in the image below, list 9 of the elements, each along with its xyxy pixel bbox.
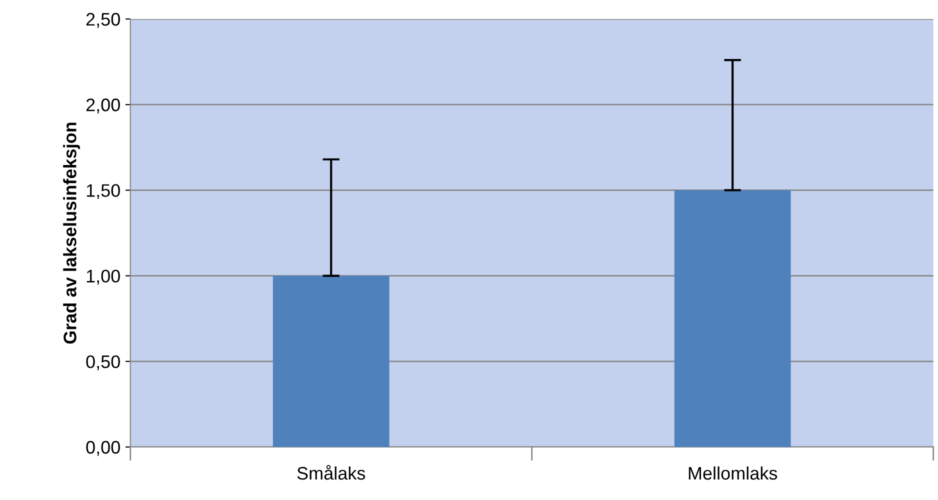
x-tick-label: Smålaks xyxy=(297,464,366,480)
y-tick-label: 0,50 xyxy=(86,355,120,370)
y-tick-label: 2,50 xyxy=(86,12,120,28)
y-tick-label: 2,00 xyxy=(86,98,120,114)
y-tick-label: 0,00 xyxy=(86,440,120,456)
y-tick-label: 1,50 xyxy=(86,184,120,200)
x-tick-label: Mellomlaks xyxy=(688,466,778,480)
y-axis-title: Grad av lakselusinfeksjon xyxy=(63,122,80,344)
y-tick-label: 1,00 xyxy=(86,270,120,285)
